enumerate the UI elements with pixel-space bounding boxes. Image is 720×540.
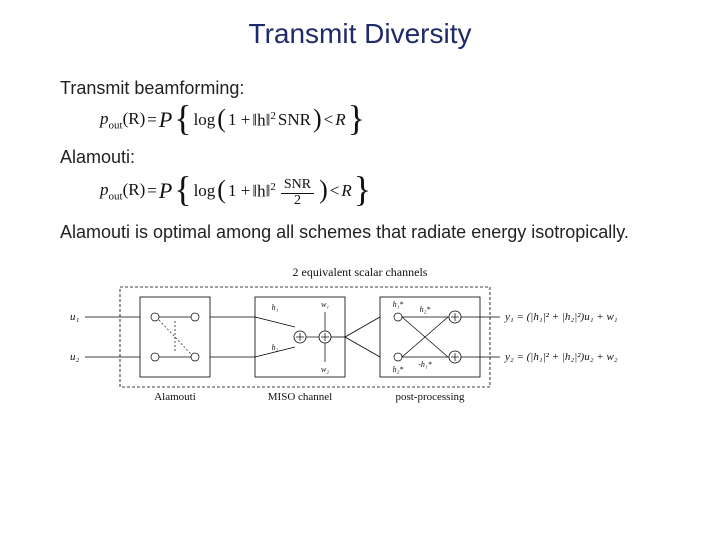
equation-beamforming: pout(R) = P { log ( 1 + ‖h‖2 SNR ) < R } [100, 107, 660, 133]
content-area: Transmit beamforming: pout(R) = P { log … [0, 50, 720, 412]
svg-text:w₁: w₁ [321, 300, 329, 309]
section-alamouti-label: Alamouti: [60, 147, 660, 168]
label-postproc-box: post-processing [395, 391, 465, 403]
svg-text:h₂: h₂ [272, 343, 279, 352]
svg-text:h₂*: h₂* [420, 305, 431, 314]
label-alamouti-box: Alamouti [154, 391, 196, 403]
body-text-optimal: Alamouti is optimal among all schemes th… [60, 220, 660, 244]
svg-text:h₂*: h₂* [393, 365, 404, 374]
label-u1: u₁ [70, 311, 80, 323]
block-diagram: u₁ u₂ Alamouti MISO channel h₁ h₂ [60, 282, 660, 412]
svg-text:w₂: w₂ [321, 365, 329, 374]
svg-text:-h₁*: -h₁* [418, 360, 431, 369]
section-beamforming-label: Transmit beamforming: [60, 78, 660, 99]
label-y2: y₂ = (|h₁|² + |h₂|²)u₂ + w₂ [504, 351, 618, 363]
diagram-caption: 2 equivalent scalar channels [60, 265, 660, 280]
svg-text:h₁: h₁ [272, 303, 279, 312]
page-title: Transmit Diversity [0, 0, 720, 50]
svg-text:h₁*: h₁* [393, 300, 404, 309]
label-u2: u₂ [70, 351, 80, 363]
diagram-container: 2 equivalent scalar channels u₁ u₂ Alamo… [60, 265, 660, 412]
label-miso-box: MISO channel [268, 391, 332, 403]
label-y1: y₁ = (|h₁|² + |h₂|²)u₁ + w₁ [504, 311, 618, 323]
equation-alamouti: pout(R) = P { log ( 1 + ‖h‖2 SNR 2 ) < R… [100, 176, 660, 206]
